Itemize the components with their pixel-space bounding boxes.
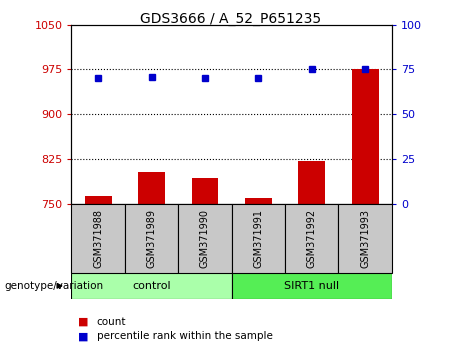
Text: GSM371990: GSM371990 [200, 209, 210, 268]
Text: genotype/variation: genotype/variation [5, 281, 104, 291]
Text: GDS3666 / A_52_P651235: GDS3666 / A_52_P651235 [140, 12, 321, 27]
Bar [138, 172, 165, 204]
Text: GSM371991: GSM371991 [254, 209, 263, 268]
FancyBboxPatch shape [285, 204, 338, 273]
FancyBboxPatch shape [71, 273, 231, 299]
Text: GSM371988: GSM371988 [93, 209, 103, 268]
Bar [298, 161, 325, 204]
Text: count: count [97, 317, 126, 327]
Text: ■: ■ [78, 331, 89, 341]
Bar [85, 196, 112, 204]
Bar [245, 198, 272, 204]
Text: percentile rank within the sample: percentile rank within the sample [97, 331, 273, 341]
Text: ■: ■ [78, 317, 89, 327]
Text: control: control [132, 281, 171, 291]
Text: SIRT1 null: SIRT1 null [284, 281, 339, 291]
FancyBboxPatch shape [231, 273, 392, 299]
Text: GSM371992: GSM371992 [307, 209, 317, 268]
Bar [192, 178, 219, 204]
FancyBboxPatch shape [71, 204, 125, 273]
Text: GSM371989: GSM371989 [147, 209, 157, 268]
Bar [352, 69, 378, 204]
FancyBboxPatch shape [125, 204, 178, 273]
FancyBboxPatch shape [231, 204, 285, 273]
FancyBboxPatch shape [338, 204, 392, 273]
Text: GSM371993: GSM371993 [360, 209, 370, 268]
FancyBboxPatch shape [178, 204, 231, 273]
